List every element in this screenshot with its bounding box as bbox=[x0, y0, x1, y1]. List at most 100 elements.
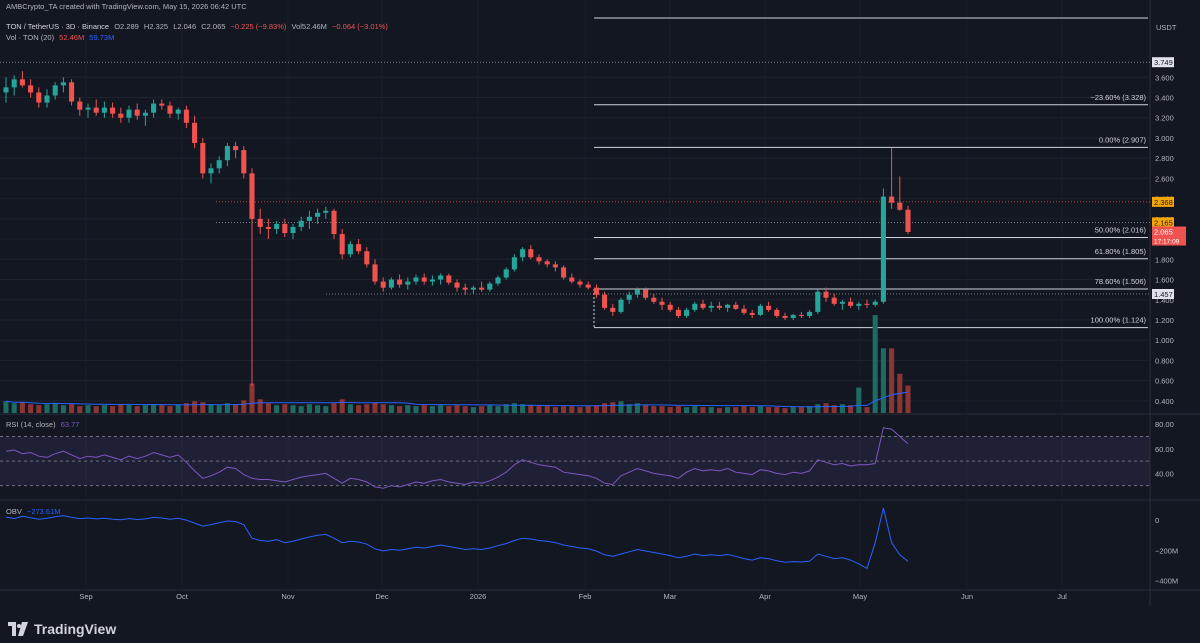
volume-bar bbox=[249, 383, 255, 413]
volume-bar bbox=[790, 407, 796, 413]
candle-body bbox=[60, 82, 66, 86]
volume-bar bbox=[798, 407, 804, 413]
candle-body bbox=[274, 223, 280, 229]
volume-bar bbox=[766, 407, 772, 413]
volume-bar bbox=[618, 401, 624, 413]
candle-body bbox=[741, 308, 747, 313]
price-mark-tag-bg bbox=[1152, 196, 1174, 207]
volume-bar bbox=[77, 406, 83, 413]
candle-body bbox=[511, 257, 517, 270]
volume-bar bbox=[429, 406, 435, 413]
candle-body bbox=[708, 305, 714, 308]
volume-ma-value: 59.73M bbox=[89, 33, 115, 42]
fib-level-label: 0.00% (2.907) bbox=[1099, 135, 1147, 144]
candle-body bbox=[585, 284, 591, 288]
volume-bar bbox=[101, 405, 107, 413]
grid-lines bbox=[0, 0, 1200, 606]
time-tick-label: Dec bbox=[375, 592, 389, 601]
volume-bar bbox=[872, 315, 878, 413]
volume-bar bbox=[175, 404, 181, 413]
volume-bar bbox=[52, 403, 58, 413]
volume-bar bbox=[462, 406, 468, 413]
volume-bar bbox=[700, 407, 706, 413]
candle-body bbox=[257, 218, 263, 227]
time-tick-label: Apr bbox=[759, 592, 771, 601]
candle-body bbox=[19, 79, 25, 86]
candle-body bbox=[93, 107, 99, 113]
volume-bar bbox=[733, 407, 739, 413]
price-mark-tag: 1.457 bbox=[1154, 290, 1173, 299]
candle-body bbox=[864, 303, 870, 305]
volume-bar bbox=[569, 406, 575, 413]
price-tick-label: 1.200 bbox=[1155, 316, 1174, 325]
volume-bar bbox=[905, 385, 911, 413]
change-value: −0.225 (−9.83%) bbox=[230, 22, 287, 31]
candle-body bbox=[815, 291, 821, 312]
volume-bar bbox=[388, 405, 394, 413]
candle-body bbox=[380, 281, 386, 288]
currency-label: USDT bbox=[1156, 23, 1177, 32]
low-value: L2.046 bbox=[173, 22, 197, 31]
volume-bar bbox=[741, 406, 747, 413]
candle-body bbox=[790, 314, 796, 318]
candle-body bbox=[151, 103, 157, 113]
candle-body bbox=[28, 85, 34, 93]
volume-bar bbox=[60, 405, 66, 413]
close-value: C2.065 bbox=[201, 22, 226, 31]
price-mark-tag: 2.165 bbox=[1154, 218, 1173, 227]
volume-bar bbox=[749, 407, 755, 413]
price-mark-tag: 3.749 bbox=[1154, 58, 1173, 67]
volume-bar bbox=[347, 404, 353, 413]
volume-bar bbox=[544, 406, 550, 413]
last-price-tag: 2.065 bbox=[1154, 228, 1173, 237]
candle-body bbox=[839, 301, 845, 304]
candle-body bbox=[364, 251, 370, 265]
volume-bar bbox=[134, 406, 140, 413]
candle-body bbox=[249, 173, 255, 219]
rsi-pane bbox=[0, 427, 1150, 489]
candle-body bbox=[3, 87, 9, 93]
volume-bar bbox=[585, 406, 591, 413]
volume-bar bbox=[224, 403, 230, 413]
volume-bar bbox=[552, 407, 558, 413]
candle-body bbox=[11, 79, 17, 88]
rsi-tick-label: 60.00 bbox=[1155, 445, 1174, 454]
volume-bar bbox=[815, 404, 821, 413]
volume-bar bbox=[397, 406, 403, 413]
candle-body bbox=[77, 101, 83, 110]
volume-bar bbox=[716, 408, 722, 413]
volume-indicator-value: 52.46M bbox=[59, 33, 85, 42]
price-tick-label: 2.800 bbox=[1155, 154, 1174, 163]
axes: 3.6003.4003.2003.0002.8002.6002.4002.200… bbox=[79, 23, 1186, 601]
candlesticks bbox=[3, 71, 911, 386]
volume-bar bbox=[684, 407, 690, 413]
volume-bar bbox=[675, 406, 681, 413]
volume-bar bbox=[167, 406, 173, 413]
high-value: H2.325 bbox=[143, 22, 169, 31]
volume-bar bbox=[257, 399, 263, 413]
candle-body bbox=[626, 294, 632, 300]
open-value: O2.289 bbox=[114, 22, 139, 31]
obv-line bbox=[5, 507, 909, 570]
candle-body bbox=[651, 297, 657, 302]
volume-bar bbox=[864, 407, 870, 413]
candle-body bbox=[306, 216, 312, 221]
candle-body bbox=[536, 257, 542, 262]
volume-bar bbox=[774, 407, 780, 413]
candle-body bbox=[265, 226, 271, 229]
volume-bar bbox=[643, 405, 649, 413]
volume-indicator-line: Vol · TON (20) 52.46M 59.73M bbox=[6, 33, 117, 42]
candle-body bbox=[110, 107, 116, 114]
volume-bar bbox=[159, 405, 165, 413]
time-tick-label: Jun bbox=[961, 592, 973, 601]
obv-pane bbox=[5, 507, 909, 570]
rsi-value: 63.77 bbox=[60, 420, 80, 429]
volume-indicator-name: Vol · TON (20) bbox=[6, 33, 55, 42]
volume-bar bbox=[856, 387, 862, 413]
candle-body bbox=[749, 312, 755, 315]
price-mark-tag-bg bbox=[1152, 288, 1174, 299]
candle-body bbox=[438, 275, 444, 280]
candle-body bbox=[388, 279, 394, 288]
volume-bar bbox=[110, 406, 116, 413]
